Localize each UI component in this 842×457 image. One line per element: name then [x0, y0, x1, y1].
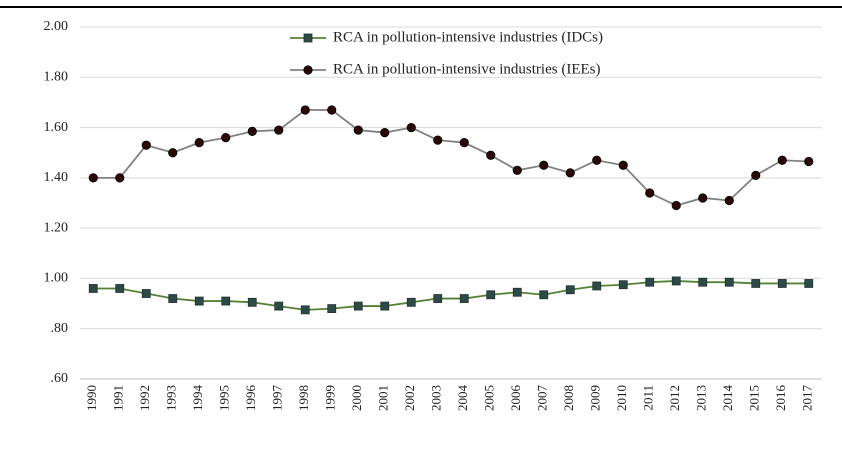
- marker: [751, 279, 761, 288]
- marker: [592, 281, 602, 291]
- marker: [274, 301, 284, 311]
- marker: [592, 155, 602, 165]
- marker: [724, 277, 734, 287]
- x-tick-label: 2008: [561, 385, 576, 411]
- marker: [698, 277, 708, 287]
- marker: [300, 305, 310, 315]
- marker: [194, 138, 204, 148]
- marker: [88, 284, 98, 293]
- marker: [353, 301, 363, 311]
- marker: [433, 135, 443, 145]
- marker: [221, 296, 231, 306]
- x-tick-label: 1994: [190, 385, 205, 412]
- marker: [671, 200, 681, 211]
- y-tick-label: 1.60: [44, 120, 69, 135]
- marker: [141, 289, 151, 298]
- y-tick-label: 1.40: [44, 170, 69, 185]
- marker: [303, 33, 313, 43]
- marker: [115, 173, 125, 183]
- legend-label: RCA in pollution-intensive industries (I…: [333, 29, 603, 45]
- marker: [459, 294, 469, 303]
- marker: [804, 156, 814, 167]
- marker: [168, 148, 178, 158]
- marker: [300, 105, 310, 115]
- x-tick-label: 1997: [270, 385, 285, 412]
- marker: [221, 133, 231, 143]
- marker: [247, 126, 257, 136]
- x-tick-label: 1995: [217, 385, 232, 411]
- marker: [751, 170, 761, 180]
- marker: [486, 290, 496, 300]
- x-tick-label: 2003: [429, 385, 444, 411]
- marker: [406, 297, 416, 307]
- x-tick-label: 2006: [508, 385, 523, 412]
- marker: [645, 188, 655, 198]
- series-line: [93, 280, 809, 311]
- marker: [565, 168, 575, 178]
- marker: [115, 284, 125, 293]
- x-tick-label: 2017: [800, 385, 815, 412]
- marker: [645, 277, 655, 287]
- x-tick-label: 1999: [323, 385, 338, 411]
- legend-label: RCA in pollution-intensive industries (I…: [333, 61, 600, 77]
- y-tick-label: 2.00: [44, 19, 69, 34]
- marker: [194, 296, 204, 306]
- marker: [141, 140, 151, 150]
- marker: [380, 128, 390, 138]
- marker: [804, 279, 814, 288]
- y-tick-label: .80: [51, 321, 69, 336]
- marker: [406, 122, 416, 133]
- marker: [247, 297, 257, 307]
- x-tick-label: 2007: [535, 385, 550, 412]
- marker: [168, 294, 178, 303]
- x-tick-label: 1998: [296, 385, 311, 411]
- marker: [512, 287, 522, 297]
- marker: [777, 155, 787, 165]
- marker: [565, 285, 575, 295]
- marker: [671, 276, 681, 286]
- x-tick-label: 2016: [773, 385, 788, 412]
- x-tick-label: 2014: [720, 385, 735, 412]
- marker: [303, 65, 313, 75]
- x-tick-label: 1991: [111, 385, 126, 411]
- x-tick-label: 2002: [402, 385, 417, 411]
- x-tick-label: 1992: [137, 385, 152, 411]
- marker: [274, 125, 284, 135]
- x-tick-label: 1996: [243, 385, 258, 412]
- x-tick-label: 2010: [614, 385, 629, 411]
- marker: [433, 294, 443, 303]
- marker: [486, 150, 496, 160]
- marker: [327, 304, 337, 314]
- marker: [724, 195, 734, 206]
- marker: [777, 279, 787, 288]
- y-tick-label: 1.00: [44, 271, 69, 286]
- x-tick-label: 2013: [694, 385, 709, 411]
- marker: [539, 160, 549, 170]
- x-tick-label: 2012: [667, 385, 682, 411]
- marker: [380, 301, 390, 311]
- marker: [698, 193, 708, 203]
- marker: [618, 280, 628, 290]
- y-tick-label: 1.80: [44, 70, 69, 85]
- x-tick-label: 2004: [455, 385, 470, 412]
- x-tick-label: 2011: [641, 385, 656, 411]
- marker: [353, 125, 363, 135]
- marker: [459, 138, 469, 148]
- x-tick-label: 2015: [747, 385, 762, 411]
- marker: [512, 165, 522, 175]
- x-tick-label: 2005: [482, 385, 497, 411]
- marker: [618, 160, 628, 170]
- marker: [88, 173, 98, 183]
- series-line: [93, 109, 809, 207]
- x-tick-label: 2001: [376, 385, 391, 411]
- marker: [539, 290, 549, 300]
- x-tick-label: 1990: [84, 385, 99, 411]
- y-tick-label: 1.20: [44, 220, 69, 235]
- x-tick-label: 2000: [349, 385, 364, 411]
- x-tick-label: 2009: [588, 385, 603, 411]
- marker: [327, 105, 337, 115]
- x-tick-label: 1993: [164, 385, 179, 411]
- y-tick-label: .60: [51, 371, 69, 386]
